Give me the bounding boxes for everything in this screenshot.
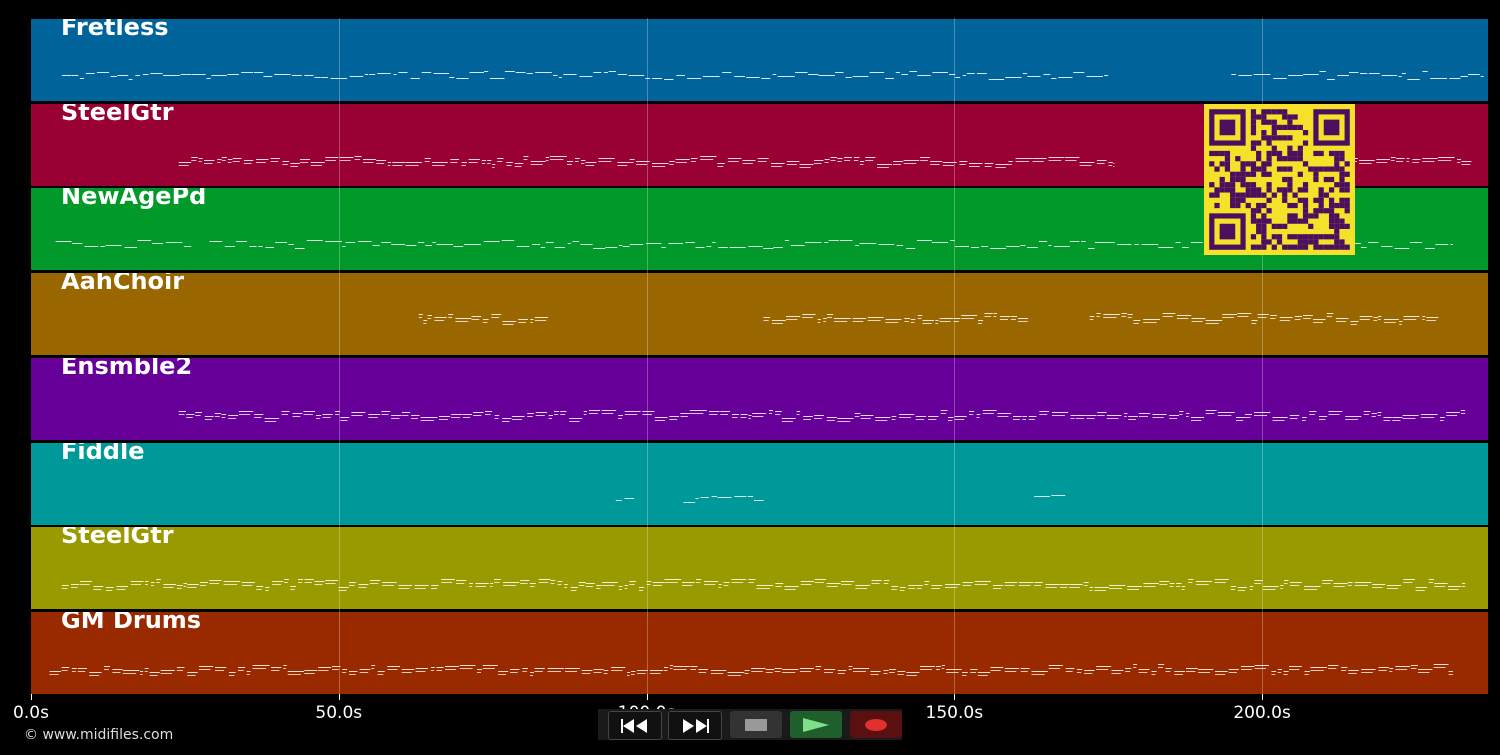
track-name: Ensmble2 bbox=[61, 357, 193, 380]
rewind-icon bbox=[621, 718, 647, 733]
track-notes bbox=[61, 71, 1484, 80]
track-notes bbox=[418, 313, 1439, 326]
track-lane[interactable]: SteelGtr bbox=[31, 527, 1488, 610]
track-name: Fiddle bbox=[61, 442, 145, 465]
record-button[interactable] bbox=[850, 711, 902, 738]
axis-tick bbox=[31, 694, 32, 700]
qr-code[interactable] bbox=[1204, 104, 1355, 255]
play-button[interactable] bbox=[790, 711, 842, 738]
rewind-button[interactable] bbox=[608, 711, 662, 740]
gridline bbox=[954, 18, 956, 694]
track-lane[interactable]: Ensmble2 bbox=[31, 357, 1488, 440]
track-notes bbox=[49, 663, 1453, 676]
stop-button[interactable] bbox=[730, 711, 782, 738]
track-lane[interactable]: AahChoir bbox=[31, 273, 1488, 356]
axis-tick bbox=[646, 694, 648, 700]
gridline bbox=[646, 18, 648, 694]
gridline bbox=[1262, 18, 1264, 694]
track-notes bbox=[178, 155, 1472, 168]
track-name: GM Drums bbox=[61, 611, 202, 634]
axis-tick-label: 50.0s bbox=[315, 703, 363, 723]
track-notes bbox=[61, 579, 1466, 592]
time-axis-line bbox=[31, 694, 1488, 695]
fast-forward-icon bbox=[683, 718, 709, 733]
axis-tick-label: 150.0s bbox=[925, 703, 984, 723]
track-notes bbox=[615, 494, 1066, 503]
stop-icon bbox=[745, 718, 767, 731]
axis-tick bbox=[954, 694, 956, 700]
track-notes bbox=[55, 240, 1453, 250]
track-notes bbox=[178, 409, 1466, 422]
axis-tick bbox=[338, 694, 340, 700]
copyright-text: © www.midifiles.com bbox=[24, 727, 174, 743]
playback-controls bbox=[598, 709, 902, 740]
track-name: SteelGtr bbox=[61, 103, 174, 126]
gridline bbox=[338, 18, 340, 694]
track-lane[interactable]: Fretless bbox=[31, 19, 1488, 101]
axis-tick-label: 200.0s bbox=[1233, 703, 1291, 723]
axis-tick-label: 0.0s bbox=[13, 703, 49, 723]
track-name: AahChoir bbox=[61, 273, 185, 296]
play-icon bbox=[803, 717, 829, 732]
track-name: Fretless bbox=[61, 19, 169, 41]
track-name: NewAgePd bbox=[61, 188, 207, 211]
fast-forward-button[interactable] bbox=[668, 711, 722, 740]
track-lane[interactable]: GM Drums bbox=[31, 611, 1488, 694]
track-name: SteelGtr bbox=[61, 527, 174, 550]
record-icon bbox=[865, 718, 887, 731]
axis-tick bbox=[1262, 694, 1264, 700]
track-lane[interactable]: Fiddle bbox=[31, 442, 1488, 525]
